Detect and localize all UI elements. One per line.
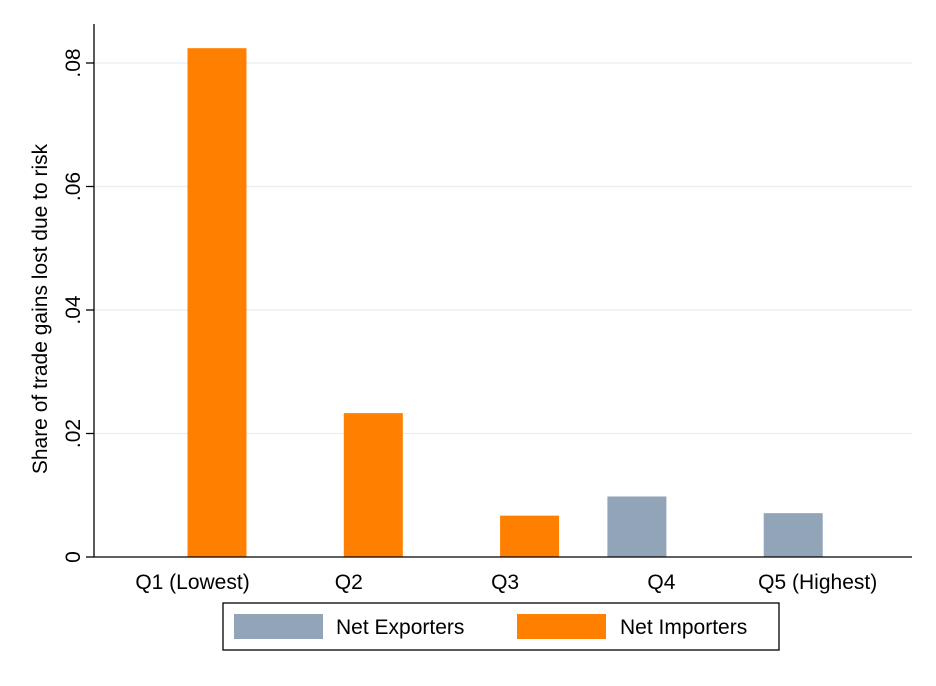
axes xyxy=(93,24,912,558)
y-tick-label: .04 xyxy=(62,295,85,325)
legend-label: Net Exporters xyxy=(336,616,464,639)
bar-net-importers xyxy=(187,48,247,558)
x-tick-label: Q5 (Highest) xyxy=(758,571,877,594)
y-axis-ticks: 0 .02 .04 .06 .08 xyxy=(62,48,94,563)
bars xyxy=(187,48,823,558)
x-axis-ticks: Q1 (Lowest) Q2 Q3 Q4 Q5 (Highest) xyxy=(135,571,877,594)
bar-net-exporters xyxy=(607,496,667,557)
bar-net-exporters xyxy=(763,513,823,557)
y-tick-label: .02 xyxy=(62,419,85,448)
y-tick-label: .06 xyxy=(62,172,85,201)
bar-net-importers xyxy=(500,515,560,557)
x-tick-label: Q2 xyxy=(335,571,363,594)
y-tick-label: 0 xyxy=(62,551,85,563)
legend-label: Net Importers xyxy=(620,616,747,639)
y-axis-label: Share of trade gains lost due to risk xyxy=(29,143,52,474)
legend-swatch xyxy=(517,614,606,639)
x-tick-label: Q1 (Lowest) xyxy=(135,571,249,594)
x-tick-label: Q3 xyxy=(491,571,519,594)
legend: Net Exporters Net Importers xyxy=(222,602,780,651)
x-tick-label: Q4 xyxy=(647,571,675,594)
y-tick-label: .08 xyxy=(62,48,85,77)
legend-swatch xyxy=(234,614,323,639)
bar-net-importers xyxy=(343,413,403,557)
